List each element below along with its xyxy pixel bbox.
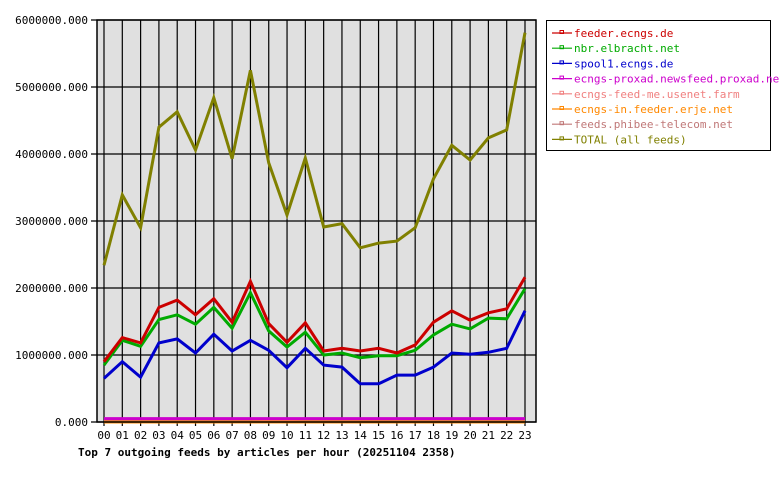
y-tick-label: 5000000.000	[15, 81, 88, 94]
x-tick-label: 09	[262, 429, 275, 442]
legend-label: TOTAL (all feeds)	[574, 133, 687, 146]
x-tick-label: 15	[372, 429, 385, 442]
series-line-nbr-elbracht-net	[102, 287, 527, 366]
legend-item: feeds.phibee-telecom.net	[552, 118, 733, 131]
x-tick-label: 23	[518, 429, 531, 442]
x-tick-label: 11	[299, 429, 312, 442]
legend-label: feeder.ecngs.de	[574, 27, 673, 40]
y-tick-label: 6000000.000	[15, 14, 88, 27]
y-tick-label: 3000000.000	[15, 215, 88, 228]
legend-label: spool1.ecngs.de	[574, 57, 673, 70]
legend: feeder.ecngs.de nbr.elbracht.net spool1.ec…	[546, 20, 780, 151]
legend-label: ecngs-feed-me.usenet.farm	[574, 88, 740, 101]
x-tick-label: 07	[226, 429, 239, 442]
x-tick-label: 18	[427, 429, 440, 442]
legend-marker-icon	[559, 90, 564, 95]
x-tick-label: 17	[409, 429, 422, 442]
x-tick-label: 14	[354, 429, 368, 442]
legend-box	[546, 20, 771, 151]
x-tick-label: 08	[244, 429, 257, 442]
y-tick-label: 1000000.000	[15, 349, 88, 362]
x-tick-label: 06	[207, 429, 220, 442]
legend-marker-icon	[559, 30, 564, 34]
chart-title: Top 7 outgoing feeds by articles per hou…	[78, 446, 456, 459]
legend-label: ecngs-in.feeder.erje.net	[574, 103, 733, 116]
legend-item: feeder.ecngs.de	[552, 27, 673, 40]
legend-marker-icon	[559, 45, 564, 50]
x-tick-label: 10	[280, 429, 293, 442]
legend-label: ecngs-proxad.newsfeed.proxad.net	[574, 73, 780, 86]
series-line-feeder-ecngs-de	[102, 276, 527, 363]
legend-marker-icon	[559, 106, 564, 110]
x-tick-label: 16	[390, 429, 403, 442]
x-tick-label: 20	[463, 429, 476, 442]
x-tick-label: 21	[482, 429, 495, 442]
series-line-spool1-ecngs-de	[102, 310, 527, 386]
legend-item: nbr.elbracht.net	[552, 42, 680, 55]
y-tick-label: 4000000.000	[15, 148, 88, 161]
legend-marker-icon	[559, 75, 564, 80]
y-tick-label: 2000000.000	[15, 282, 88, 295]
y-tick-label: 0.000	[55, 416, 88, 429]
legend-label: nbr.elbracht.net	[574, 42, 680, 55]
series-line-total-all-feeds-	[102, 32, 527, 266]
legend-item: spool1.ecngs.de	[552, 57, 673, 70]
legend-item: TOTAL (all feeds)	[552, 133, 687, 146]
legend-marker-icon	[559, 60, 564, 65]
x-tick-label: 19	[445, 429, 458, 442]
x-tick-label: 05	[189, 429, 202, 442]
x-tick-label: 00	[97, 429, 110, 442]
y-axis: 0.000 1000000.000 2000000.000 3000000.000 40…	[15, 14, 88, 429]
legend-item: ecngs-in.feeder.erje.net	[552, 103, 733, 116]
x-tick-label: 03	[152, 429, 165, 442]
legend-marker-icon	[559, 136, 564, 141]
plot-border	[96, 19, 537, 423]
x-tick-label: 12	[317, 429, 330, 442]
legend-marker-icon	[559, 121, 564, 126]
x-tick-label: 04	[171, 429, 185, 442]
legend-item: ecngs-proxad.newsfeed.proxad.net	[552, 73, 780, 86]
x-tick-label: 13	[335, 429, 348, 442]
x-tick-label: 22	[500, 429, 513, 442]
legend-item: ecngs-feed-me.usenet.farm	[552, 88, 740, 101]
x-tick-label: 01	[116, 429, 129, 442]
x-tick-label: 02	[134, 429, 147, 442]
legend-label: feeds.phibee-telecom.net	[574, 118, 733, 131]
x-axis: 00 01 02 03 04 05 06 07 08 09 10 11 12 13 14 15 16 17 18 19…	[97, 429, 531, 442]
